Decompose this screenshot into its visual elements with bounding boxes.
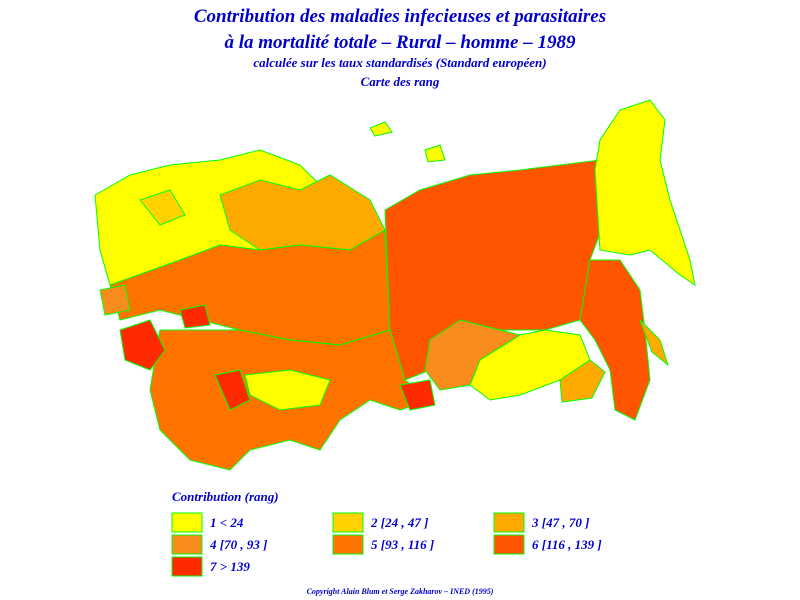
legend-label: 3 [47 , 70 ] bbox=[531, 515, 589, 530]
title: Contribution des maladies infecieuses et… bbox=[194, 6, 606, 27]
copyright: Copyright Alain Blum et Serge Zakharov –… bbox=[307, 587, 494, 596]
region bbox=[399, 379, 436, 411]
region bbox=[214, 369, 251, 411]
region bbox=[99, 284, 131, 316]
legend: 1 < 24 2 [24 , 47 ] 3 [47 , 70 ] 4 [70 , 93… bbox=[171, 512, 602, 577]
region bbox=[559, 359, 606, 403]
region bbox=[369, 121, 393, 137]
legend-label: 5 [93 , 116 ] bbox=[371, 537, 434, 552]
legend-title: Contribution (rang) bbox=[172, 489, 279, 504]
legend-swatch bbox=[171, 556, 203, 577]
title: à la mortalité totale – Rural – homme – … bbox=[225, 32, 576, 53]
region bbox=[424, 144, 446, 163]
region bbox=[119, 319, 166, 371]
region bbox=[639, 319, 669, 367]
map-label: Carte des rang bbox=[361, 74, 440, 89]
region bbox=[179, 304, 211, 329]
legend-swatch bbox=[171, 534, 203, 555]
legend-swatch bbox=[332, 534, 364, 555]
region bbox=[244, 369, 331, 411]
legend-label: 4 [70 , 93 ] bbox=[209, 537, 267, 552]
legend-swatch bbox=[171, 512, 203, 533]
region bbox=[594, 99, 696, 287]
legend-label: 2 [24 , 47 ] bbox=[370, 515, 428, 530]
region bbox=[424, 319, 522, 391]
legend-swatch bbox=[493, 512, 525, 533]
legend-label: 6 [116 , 139 ] bbox=[532, 537, 602, 552]
region bbox=[139, 189, 186, 226]
subtitle: calculée sur les taux standardisés (Stan… bbox=[253, 55, 546, 70]
legend-swatch bbox=[332, 512, 364, 533]
legend-swatch bbox=[493, 534, 525, 555]
region bbox=[579, 259, 651, 421]
legend-label: 7 > 139 bbox=[210, 559, 250, 574]
legend-label: 1 < 24 bbox=[210, 515, 244, 530]
map bbox=[94, 99, 696, 471]
